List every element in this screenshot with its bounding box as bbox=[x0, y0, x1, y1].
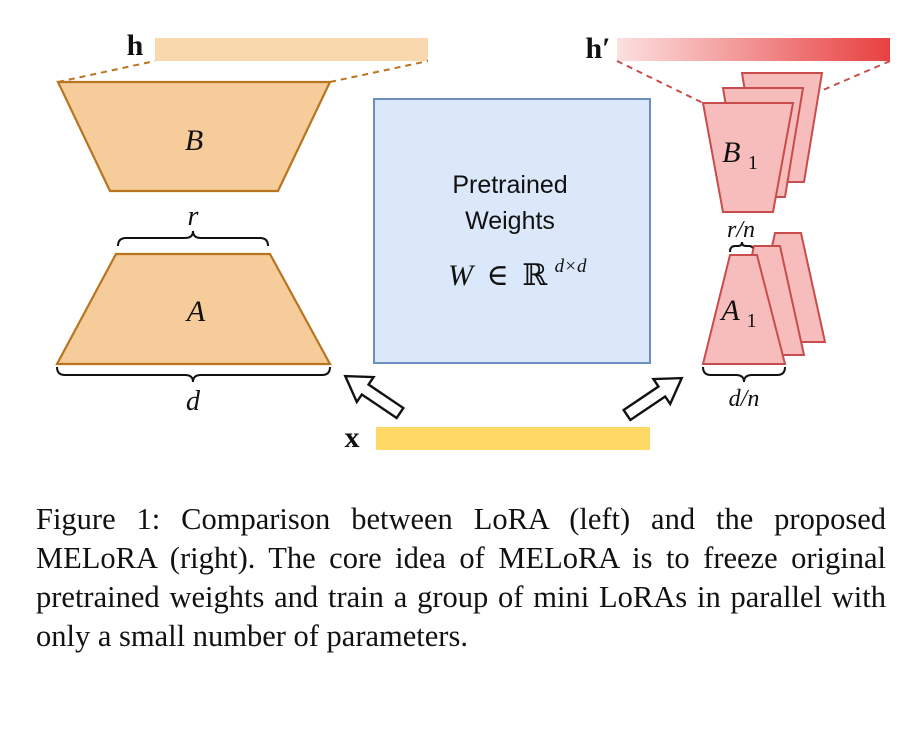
x-input-bar bbox=[376, 427, 650, 450]
a1-subscript: 1 bbox=[747, 310, 757, 332]
a1-matrix bbox=[701, 254, 787, 365]
melora-figure: h B r A d Pretrained Weights W ∈ ℝ d×d x bbox=[55, 29, 891, 454]
formula-reals: ℝ bbox=[522, 259, 548, 292]
formula-w: W bbox=[448, 259, 476, 292]
pretrained-title-line1: Pretrained bbox=[452, 171, 567, 199]
figure-caption: Figure 1: Comparison between LoRA (left)… bbox=[36, 502, 886, 653]
h-prime-output-label: h′ bbox=[585, 32, 610, 65]
formula-exponent: d×d bbox=[555, 256, 587, 277]
melora-right: h′ B 1 r/n A 1 d/n bbox=[585, 32, 891, 412]
a-matrix-label: A bbox=[185, 295, 206, 328]
d-over-n-brace bbox=[702, 366, 786, 383]
input-x: x bbox=[343, 374, 684, 454]
r-over-n-label: r/n bbox=[727, 217, 755, 243]
b1-matrix-label: B 1 bbox=[722, 136, 758, 174]
h-connector-right bbox=[329, 60, 429, 83]
b1-subscript: 1 bbox=[748, 152, 758, 174]
h-output-label: h bbox=[127, 29, 144, 62]
arrow-to-melora-icon bbox=[621, 376, 684, 422]
a-matrix bbox=[55, 252, 332, 366]
h-connector-left bbox=[57, 60, 156, 83]
b-matrix bbox=[56, 80, 332, 193]
pretrained-weights-box bbox=[373, 98, 651, 364]
d-brace bbox=[56, 366, 331, 383]
pretrained-title-line2: Weights bbox=[465, 207, 555, 235]
r-rank-label: r bbox=[188, 201, 199, 232]
b1-matrix bbox=[701, 102, 795, 213]
h-prime-connector-left bbox=[616, 60, 704, 104]
d-over-n-label: d/n bbox=[729, 386, 760, 412]
h-prime-output-bar bbox=[617, 38, 890, 61]
d-dim-label: d bbox=[186, 386, 201, 417]
h-output-bar bbox=[155, 38, 428, 61]
formula-in: ∈ bbox=[487, 259, 509, 292]
b1-letter: B bbox=[722, 136, 740, 169]
weight-formula: W ∈ ℝ d×d bbox=[448, 256, 587, 292]
pretrained-weights: Pretrained Weights W ∈ ℝ d×d bbox=[373, 98, 651, 364]
a1-letter: A bbox=[719, 294, 740, 327]
r-brace bbox=[117, 230, 269, 247]
b-matrix-label: B bbox=[185, 124, 203, 157]
x-input-label: x bbox=[345, 421, 360, 454]
a1-matrix-label: A 1 bbox=[719, 294, 756, 332]
arrow-to-lora-icon bbox=[343, 374, 406, 420]
r-over-n-brace bbox=[729, 241, 755, 253]
lora-left: h B r A d bbox=[55, 29, 429, 417]
